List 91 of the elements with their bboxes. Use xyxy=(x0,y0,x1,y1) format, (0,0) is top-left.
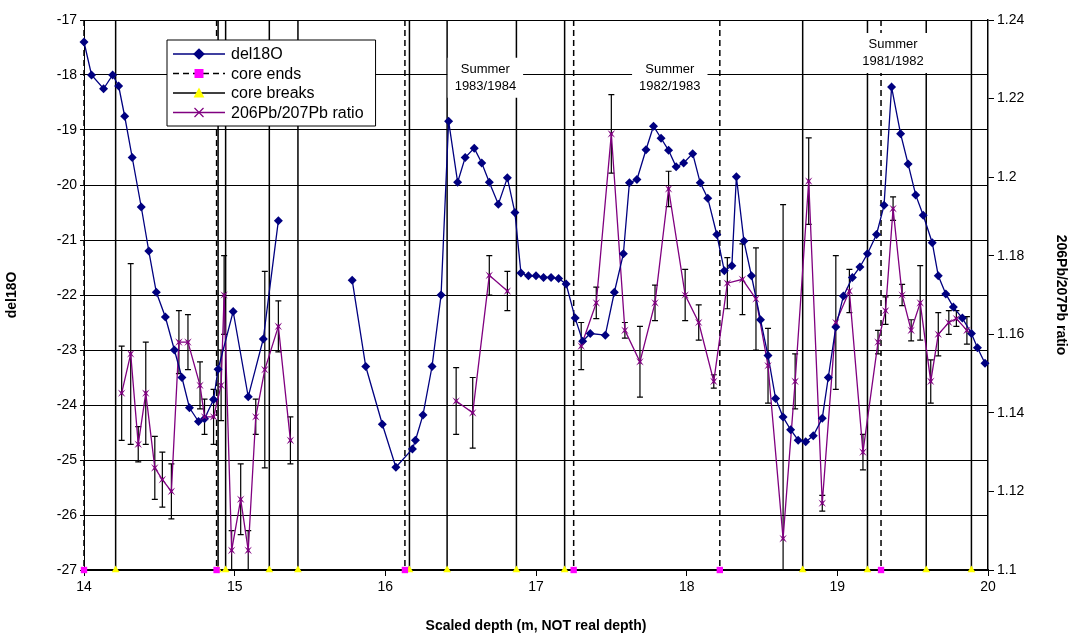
y2-tick-label: 1.12 xyxy=(997,482,1025,499)
point xyxy=(764,361,772,370)
point xyxy=(607,130,616,138)
point xyxy=(845,287,854,295)
point xyxy=(117,389,126,398)
point xyxy=(621,326,629,335)
x-axis-title: Scaled depth (m, NOT real depth) xyxy=(425,617,647,634)
y-tick-label: -24 xyxy=(56,395,78,412)
point xyxy=(791,377,799,386)
point xyxy=(236,495,245,504)
y2-tick-label: 1.2 xyxy=(997,168,1017,184)
y-tick-label: -23 xyxy=(56,340,78,357)
y-tick-label: -17 xyxy=(56,10,78,27)
point xyxy=(651,299,659,307)
y-tick-label: -19 xyxy=(56,120,78,137)
point xyxy=(889,204,897,213)
x-tick-label: 14 xyxy=(76,578,92,595)
annotation: Summer 1983/1984 xyxy=(454,60,517,93)
y-axis-title: del18O xyxy=(3,271,20,319)
y2-tick-label: 1.14 xyxy=(997,403,1025,420)
point xyxy=(907,326,915,335)
point xyxy=(151,464,159,472)
point xyxy=(577,342,586,350)
point xyxy=(859,448,867,456)
legend-label: core ends xyxy=(231,64,302,82)
point xyxy=(898,291,906,299)
point xyxy=(752,295,760,303)
point xyxy=(503,287,512,295)
y2-axis-title: 206Pb/207Pb ratio xyxy=(1053,234,1070,356)
y2-tick-label: 1.1 xyxy=(997,560,1017,577)
x-tick-label: 20 xyxy=(980,578,996,595)
legend-label: 206Pb/207Pb ratio xyxy=(231,103,364,121)
point xyxy=(818,499,827,508)
point xyxy=(916,299,925,307)
x-tick-label: 15 xyxy=(226,578,243,595)
point xyxy=(832,318,840,327)
y-tick-label: -25 xyxy=(56,450,78,467)
point xyxy=(881,306,890,315)
y-tick-label: -26 xyxy=(56,505,78,522)
legend-label: del18O xyxy=(231,45,283,63)
point xyxy=(592,299,601,307)
point xyxy=(723,279,732,288)
point xyxy=(220,291,228,299)
point xyxy=(126,350,135,358)
y-tick-label: -20 xyxy=(56,175,78,192)
y-tick-label: -18 xyxy=(56,65,78,82)
point xyxy=(244,546,253,555)
point xyxy=(694,318,703,327)
point xyxy=(874,338,882,346)
legend-label: core breaks xyxy=(231,84,315,102)
point xyxy=(681,291,689,299)
point xyxy=(926,377,935,386)
point xyxy=(167,487,176,496)
point xyxy=(945,318,953,327)
point xyxy=(664,185,673,193)
point xyxy=(175,338,183,346)
point xyxy=(260,365,269,374)
y-tick-label: -27 xyxy=(56,560,78,577)
point xyxy=(452,397,460,405)
point xyxy=(286,436,295,445)
point xyxy=(934,330,943,339)
x-tick-label: 19 xyxy=(829,578,846,595)
y-tick-label: -22 xyxy=(56,285,78,302)
annotation: Summer 1981/1982 xyxy=(862,36,924,69)
point xyxy=(485,271,494,280)
y2-tick-label: 1.24 xyxy=(997,10,1025,27)
y-tick-label: -21 xyxy=(56,230,78,247)
point xyxy=(209,412,218,421)
y2-tick-label: 1.16 xyxy=(997,325,1025,342)
point xyxy=(134,440,143,449)
point xyxy=(158,475,167,484)
point xyxy=(952,314,961,323)
point xyxy=(196,381,204,390)
point xyxy=(804,177,813,185)
point xyxy=(141,389,150,398)
point xyxy=(636,357,644,366)
y2-tick-label: 1.18 xyxy=(997,246,1025,263)
point xyxy=(779,534,787,543)
point xyxy=(738,275,747,284)
point xyxy=(468,409,477,417)
annotation: Summer 1982/1983 xyxy=(639,60,701,93)
x-tick-label: 17 xyxy=(528,578,544,595)
x-tick-label: 18 xyxy=(678,578,695,595)
point xyxy=(217,381,225,390)
point xyxy=(184,338,192,346)
point xyxy=(963,326,971,335)
y2-tick-label: 1.22 xyxy=(997,89,1025,106)
point xyxy=(251,412,260,421)
point xyxy=(274,322,283,331)
point xyxy=(227,546,236,555)
x-tick-label: 16 xyxy=(377,578,394,595)
